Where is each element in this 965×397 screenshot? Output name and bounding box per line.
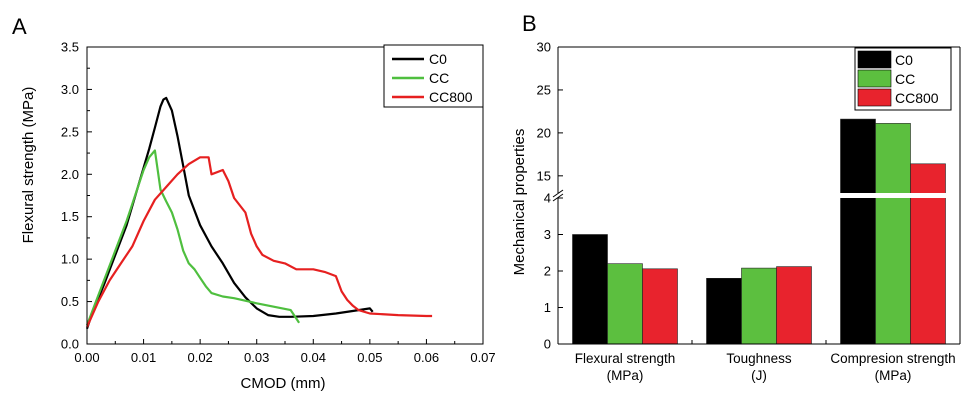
x-tick-label-a: 0.01	[131, 350, 156, 365]
x-tick-label-a: 0.05	[357, 350, 382, 365]
y-tick-label-a: 1.0	[61, 252, 79, 267]
y-tick-label-b: 15	[537, 168, 551, 183]
category-label-b: (MPa)	[607, 368, 644, 383]
axis-break-gap-b	[558, 193, 960, 198]
y-tick-label-b: 3	[544, 227, 551, 242]
y-tick-label-b: 25	[537, 82, 551, 97]
plot-frame-a	[86, 46, 484, 345]
bar-c0	[572, 234, 608, 345]
legend-a: C0 CC CC800	[383, 44, 484, 108]
bar-c0	[706, 277, 742, 345]
legend-label-c0-b: C0	[895, 52, 913, 68]
y-tick-label-a: 2.0	[61, 167, 79, 182]
x-tick-label-a: 0.04	[301, 350, 326, 365]
legend-swatch-cc-b	[857, 69, 892, 88]
legend-b: C0 CC CC800	[854, 47, 952, 111]
x-axis-label-a: CMOD (mm)	[241, 375, 326, 392]
legend-label-cc800-b: CC800	[895, 90, 939, 106]
x-tick-label-a: 0.03	[244, 350, 269, 365]
y-tick-label-b: 0	[544, 337, 551, 352]
bar-cc	[875, 123, 911, 345]
y-tick-label-b: 1	[544, 300, 551, 315]
y-tick-label-b: 30	[537, 40, 551, 55]
legend-label-cc-a: CC	[429, 70, 449, 86]
y-tick-label-a: 0.5	[61, 294, 79, 309]
bar-cc	[741, 267, 777, 345]
chart-a: A Flexural strength (MPa) CMOD (mm) 0.00…	[12, 14, 496, 392]
bar-cc	[607, 263, 643, 345]
x-tick-label-a: 0.06	[414, 350, 439, 365]
panel-letter-a: A	[12, 14, 27, 39]
y-axis-label-b: Mechanical properties	[511, 129, 528, 276]
y-tick-label-b: 20	[537, 125, 551, 140]
x-tick-label-a: 0.07	[470, 350, 495, 365]
bar-c0	[840, 118, 876, 345]
legend-label-cc-b: CC	[895, 71, 915, 87]
bar-cc800	[642, 268, 678, 345]
plot-frame-b	[552, 46, 961, 345]
axis-break-mark-1	[552, 189, 564, 198]
y-tick-label-a: 3.5	[61, 40, 79, 55]
bar-cc800	[776, 266, 812, 345]
category-label-b: Compresion strength	[830, 351, 955, 366]
y-tick-label-b: 4	[544, 191, 551, 206]
series-line-cc	[85, 149, 301, 326]
x-tick-label-a: 0.00	[74, 350, 99, 365]
category-label-b: (MPa)	[875, 368, 912, 383]
category-label-b: (J)	[751, 368, 767, 383]
legend-label-c0-a: C0	[429, 51, 447, 67]
y-axis-label-a: Flexural strength (MPa)	[20, 87, 37, 244]
x-tick-label-a: 0.02	[187, 350, 212, 365]
category-label-b: Flexural strength	[575, 351, 676, 366]
bar-cc800	[910, 163, 946, 345]
legend-label-cc800-a: CC800	[429, 89, 473, 105]
y-tick-label-a: 2.5	[61, 124, 79, 139]
legend-swatch-cc800-b	[857, 88, 892, 107]
panel-letter-b: B	[522, 11, 537, 36]
category-label-b: Toughness	[726, 351, 792, 366]
y-tick-label-b: 2	[544, 264, 551, 279]
y-tick-label-a: 3.0	[61, 82, 79, 97]
series-line-cc800	[85, 156, 433, 328]
legend-swatch-c0-b	[857, 50, 892, 69]
chart-b: B Mechanical properties 0 1 2 3 4 15 20 25 30 Fl…	[511, 11, 961, 383]
y-tick-label-a: 0.0	[61, 337, 79, 352]
y-tick-label-a: 1.5	[61, 209, 79, 224]
axis-break-mark-2	[552, 193, 564, 202]
legend-box-a	[383, 44, 484, 108]
